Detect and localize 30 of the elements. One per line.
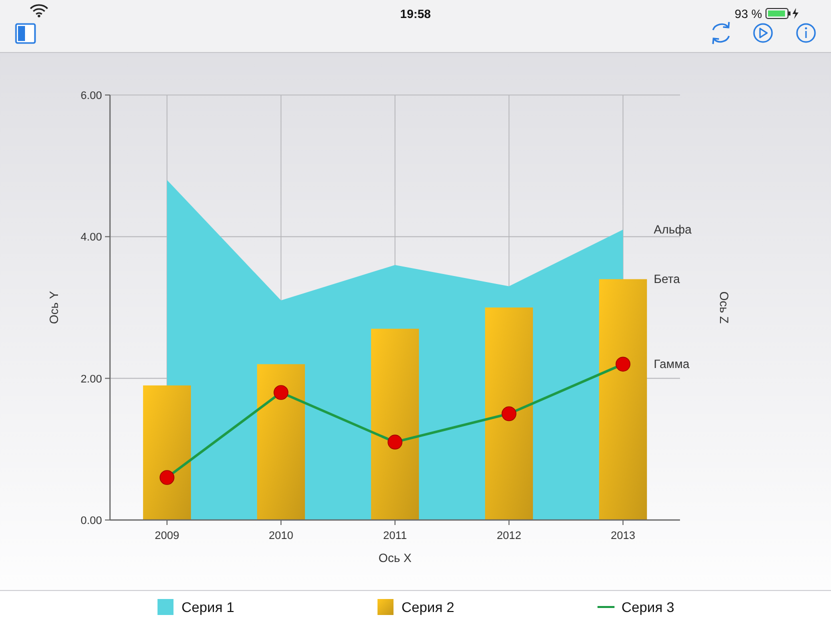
y-axis-title: Ось Y — [47, 291, 61, 324]
bar — [143, 385, 191, 520]
x-axis-title: Ось X — [378, 551, 412, 565]
x-tick-label: 2010 — [268, 530, 294, 542]
text: Ось Z — [717, 291, 731, 324]
y-tick-label: 0.00 — [80, 515, 102, 527]
point — [274, 385, 288, 400]
x-tick-label: 2013 — [610, 530, 636, 542]
point — [388, 434, 402, 450]
annotation: Альфа — [654, 222, 692, 237]
bar — [485, 308, 533, 520]
y-tick-label: 2.00 — [80, 373, 102, 386]
legend-label: Серия 1 — [182, 599, 234, 615]
bar — [257, 364, 305, 520]
text: 93 % — [734, 7, 762, 21]
point — [502, 406, 516, 422]
legend-label: Серия 2 — [402, 599, 454, 615]
point — [616, 356, 630, 372]
x-tick-label: 2012 — [496, 530, 522, 542]
annotation: Гамма — [654, 357, 690, 372]
x-tick-label: 2011 — [383, 530, 407, 542]
legend-label: Серия 3 — [622, 599, 674, 615]
annotation: Бета — [654, 272, 680, 286]
y-tick-label: 6.00 — [80, 90, 102, 102]
x-tick-label: 2009 — [154, 530, 180, 542]
point — [160, 470, 174, 485]
y-tick-label: 4.00 — [80, 232, 102, 244]
text: 19:58 — [400, 7, 432, 21]
bar — [371, 328, 419, 520]
bar — [599, 279, 647, 520]
